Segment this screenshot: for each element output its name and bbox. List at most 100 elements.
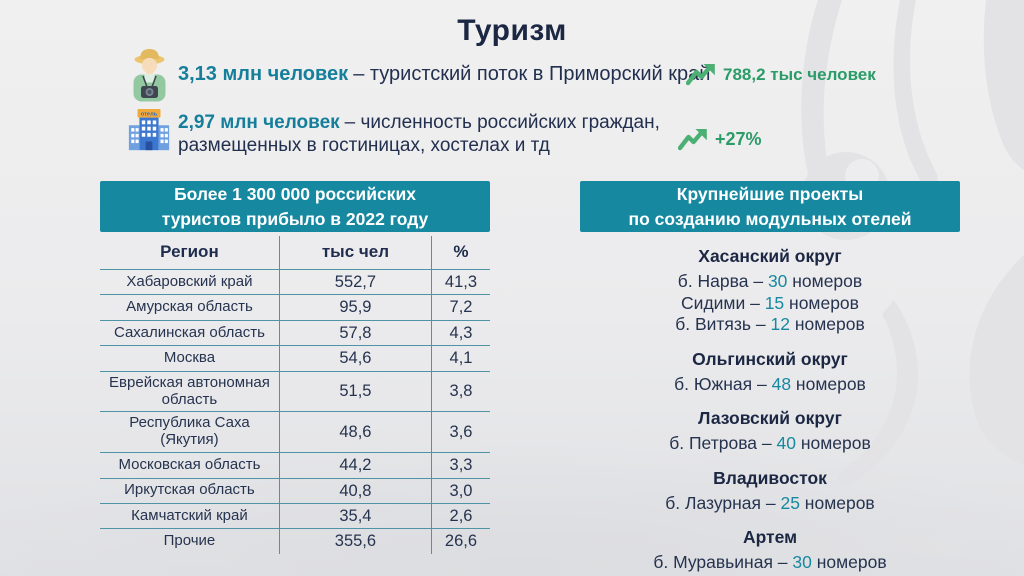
district-title: Лазовский округ	[698, 408, 842, 429]
room-count: 48	[771, 373, 792, 394]
percent-cell: 7,2	[430, 294, 490, 321]
value-cell: 44,2	[278, 452, 432, 479]
hotel-project-item: б. Лазурная – 25 номеров	[580, 493, 960, 515]
hotel-project-item: б. Петрова – 40 номеров	[580, 433, 960, 455]
table-row: Иркутская область 40,8 3,0	[100, 478, 490, 505]
left-panel-header: Более 1 300 000 российских туристов приб…	[100, 181, 490, 232]
project-name: б. Муравьиная –	[653, 552, 793, 573]
district-section: Ольгинский округ б. Южная – 48 номеров	[580, 349, 960, 396]
percent-cell: 4,3	[430, 320, 490, 347]
stat-description: – туристский поток в Приморский край	[353, 63, 711, 85]
region-cell: Московская область	[100, 452, 280, 479]
value-cell: 552,7	[278, 269, 432, 296]
region-cell: Сахалинская область	[100, 320, 280, 347]
table-row: Москва 54,6 4,1	[100, 345, 490, 372]
tourist-icon	[133, 49, 166, 102]
col-header-percent: %	[430, 236, 490, 270]
district-title: Ольгинский округ	[692, 348, 848, 369]
hotel-icon: отель	[128, 108, 170, 151]
table-row: Республика Саха (Якутия) 48,6 3,6	[100, 411, 490, 454]
district-title: Хасанский округ	[698, 246, 842, 266]
percent-cell: 2,6	[430, 503, 490, 530]
region-cell: Прочие	[163, 532, 216, 550]
value-cell: 95,9	[278, 294, 432, 321]
percent-cell: 4,1	[430, 345, 490, 372]
project-name: б. Южная –	[674, 373, 772, 394]
room-suffix: номеров	[784, 292, 859, 313]
room-count: 30	[792, 552, 812, 573]
value-cell: 40,8	[278, 478, 432, 505]
room-count: 30	[767, 271, 788, 291]
stat-value: 3,13 млн человек	[178, 63, 349, 85]
district-section: Хасанский округ б. Нарва – 30 номеров Си…	[580, 246, 960, 336]
trend-up-icon	[678, 129, 707, 151]
svg-text:отель: отель	[141, 112, 158, 118]
region-cell: Республика Саха (Якутия)	[100, 411, 280, 454]
room-suffix: номеров	[811, 552, 887, 573]
district-title: Артем	[742, 527, 798, 548]
table-row: Сахалинская область 57,8 4,3	[100, 320, 490, 347]
hotel-project-item: б. Муравьиная – 30 номеров	[580, 552, 960, 574]
district-section: Владивосток б. Лазурная – 25 номеров	[580, 468, 960, 515]
project-name: б. Нарва –	[677, 271, 768, 291]
percent-cell: 3,3	[430, 452, 490, 479]
trend-up-icon	[686, 64, 715, 86]
percent-cell: 41,3	[430, 269, 490, 296]
room-count: 25	[780, 492, 800, 513]
right-panel-header: Крупнейшие проекты по созданию модульных…	[580, 181, 960, 232]
stat-value: 2,97 млн человек	[178, 112, 340, 133]
project-name: б. Петрова –	[669, 433, 777, 454]
region-cell: Амурская область	[100, 294, 280, 321]
hotel-project-item: Сидими – 15 номеров	[580, 293, 960, 315]
room-count: 12	[770, 314, 790, 335]
col-header-thous: тыс чел	[278, 236, 432, 270]
room-count: 40	[776, 433, 796, 454]
stat-description-line2: размещенных в гостиницах, хостелах и тд	[178, 135, 550, 157]
left-header-line2: туристов прибыло в 2022 году	[161, 208, 429, 229]
hotel-project-item: б. Южная – 48 номеров	[580, 374, 960, 396]
value-cell: 35,4	[278, 503, 432, 530]
hotel-projects-list: Хасанский округ б. Нарва – 30 номеров Си…	[580, 242, 960, 574]
table-row: Камчатский край 35,4 2,6	[100, 503, 490, 530]
right-header-line1: Крупнейшие проекты	[676, 184, 864, 204]
region-cell: Камчатский край	[100, 503, 280, 530]
value-cell: 51,5	[278, 371, 432, 413]
district-section: Лазовский округ б. Петрова – 40 номеров	[580, 408, 960, 455]
region-cell: Москва	[100, 345, 280, 372]
table-row: Еврейская автономная область 51,5 3,8	[100, 371, 490, 413]
value-cell: 54,6	[278, 345, 432, 372]
right-header-line2: по созданию модульных отелей	[628, 208, 912, 229]
district-section: Артем б. Муравьиная – 30 номеров	[580, 527, 960, 574]
room-suffix: номеров	[795, 433, 871, 454]
project-name: б. Витязь –	[675, 314, 771, 335]
table-row: Московская область 44,2 3,3	[100, 452, 490, 479]
value-cell: 355,6	[278, 528, 432, 554]
room-suffix: номеров	[791, 373, 866, 394]
region-cell: Иркутская область	[100, 478, 280, 505]
room-suffix: номеров	[789, 314, 865, 335]
table-row: Амурская область 95,9 7,2	[100, 294, 490, 321]
room-suffix: номеров	[787, 271, 863, 291]
hotel-project-item: б. Нарва – 30 номеров	[580, 271, 960, 293]
stat-delta: +27%	[715, 129, 762, 149]
col-header-region: Регион	[100, 236, 280, 270]
table-header-row: Регион тыс чел %	[100, 236, 490, 270]
value-cell: 48,6	[278, 411, 432, 454]
percent-cell: 3,0	[430, 478, 490, 505]
left-header-line1: Более 1 300 000 российских	[174, 184, 416, 204]
percent-cell: 3,8	[430, 371, 490, 413]
region-cell: Хабаровский край	[100, 269, 280, 296]
district-title: Владивосток	[713, 467, 827, 488]
room-suffix: номеров	[799, 492, 875, 513]
table-row: Прочие 355,6 26,6	[100, 528, 490, 554]
regions-table: Регион тыс чел % Хабаровский край 552,7 …	[100, 236, 490, 554]
hotel-project-item: б. Витязь – 12 номеров	[580, 314, 960, 336]
value-cell: 57,8	[278, 320, 432, 347]
room-count: 15	[764, 292, 785, 313]
region-cell: Еврейская автономная область	[100, 371, 280, 413]
stat-description: – численность российских граждан,	[344, 112, 660, 133]
percent-cell: 3,6	[430, 411, 490, 454]
project-name: б. Лазурная –	[665, 492, 781, 513]
project-name: Сидими –	[681, 292, 765, 313]
